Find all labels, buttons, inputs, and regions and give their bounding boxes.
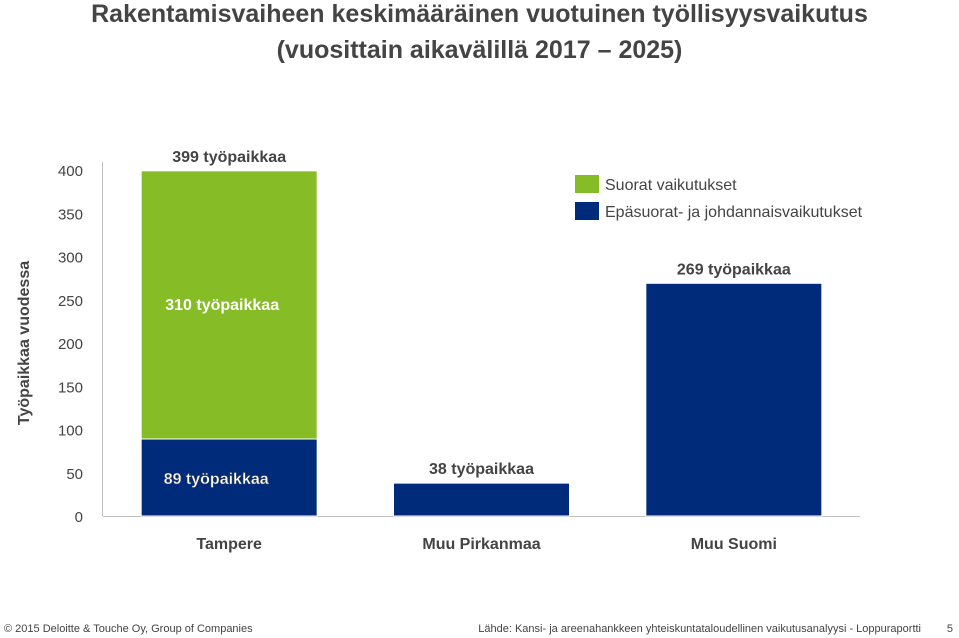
y-tick-label: 100 [58, 423, 83, 440]
data-label: 89 työpaikkaa [164, 471, 269, 488]
x-tick-label: Tampere [196, 536, 262, 553]
y-tick-label: 300 [58, 250, 83, 267]
data-label: 38 työpaikkaa [429, 461, 534, 478]
x-tick-label: Muu Pirkanmaa [422, 536, 540, 553]
y-tick-label: 0 [75, 509, 83, 526]
x-tick-label: Muu Suomi [691, 536, 777, 553]
y-tick-label: 200 [58, 336, 83, 353]
legend-swatch [575, 202, 599, 220]
bar-indirect [140, 438, 318, 517]
chart-title-line1: Rakentamisvaiheen keskimääräinen vuotuin… [91, 0, 868, 28]
data-label: 310 työpaikkaa [165, 297, 279, 314]
y-axis-title: Työpaikkaa vuodessa [16, 261, 33, 425]
y-tick-label: 400 [58, 163, 83, 180]
y-tick-label: 50 [66, 466, 83, 483]
footer-page-number: 5 [946, 623, 953, 635]
bar-indirect [645, 282, 823, 517]
legend-label: Suorat vaikutukset [605, 177, 737, 194]
legend-label: Epäsuorat- ja johdannaisvaikutukset [605, 204, 863, 221]
bar-direct [140, 170, 318, 440]
y-tick-label: 250 [58, 293, 83, 310]
chart-title-line2: (vuosittain aikavälillä 2017 – 2025) [276, 36, 683, 64]
total-label: 399 työpaikkaa [172, 149, 286, 166]
y-tick-label: 150 [58, 379, 83, 396]
y-tick-label: 350 [58, 206, 83, 223]
data-label: 269 työpaikkaa [677, 261, 791, 278]
bar-indirect [393, 482, 570, 517]
footer-copyright: © 2015 Deloitte & Touche Oy, Group of Co… [4, 623, 253, 635]
legend-swatch [575, 175, 599, 193]
footer-source: Lähde: Kansi- ja areenahankkeen yhteisku… [478, 623, 921, 635]
